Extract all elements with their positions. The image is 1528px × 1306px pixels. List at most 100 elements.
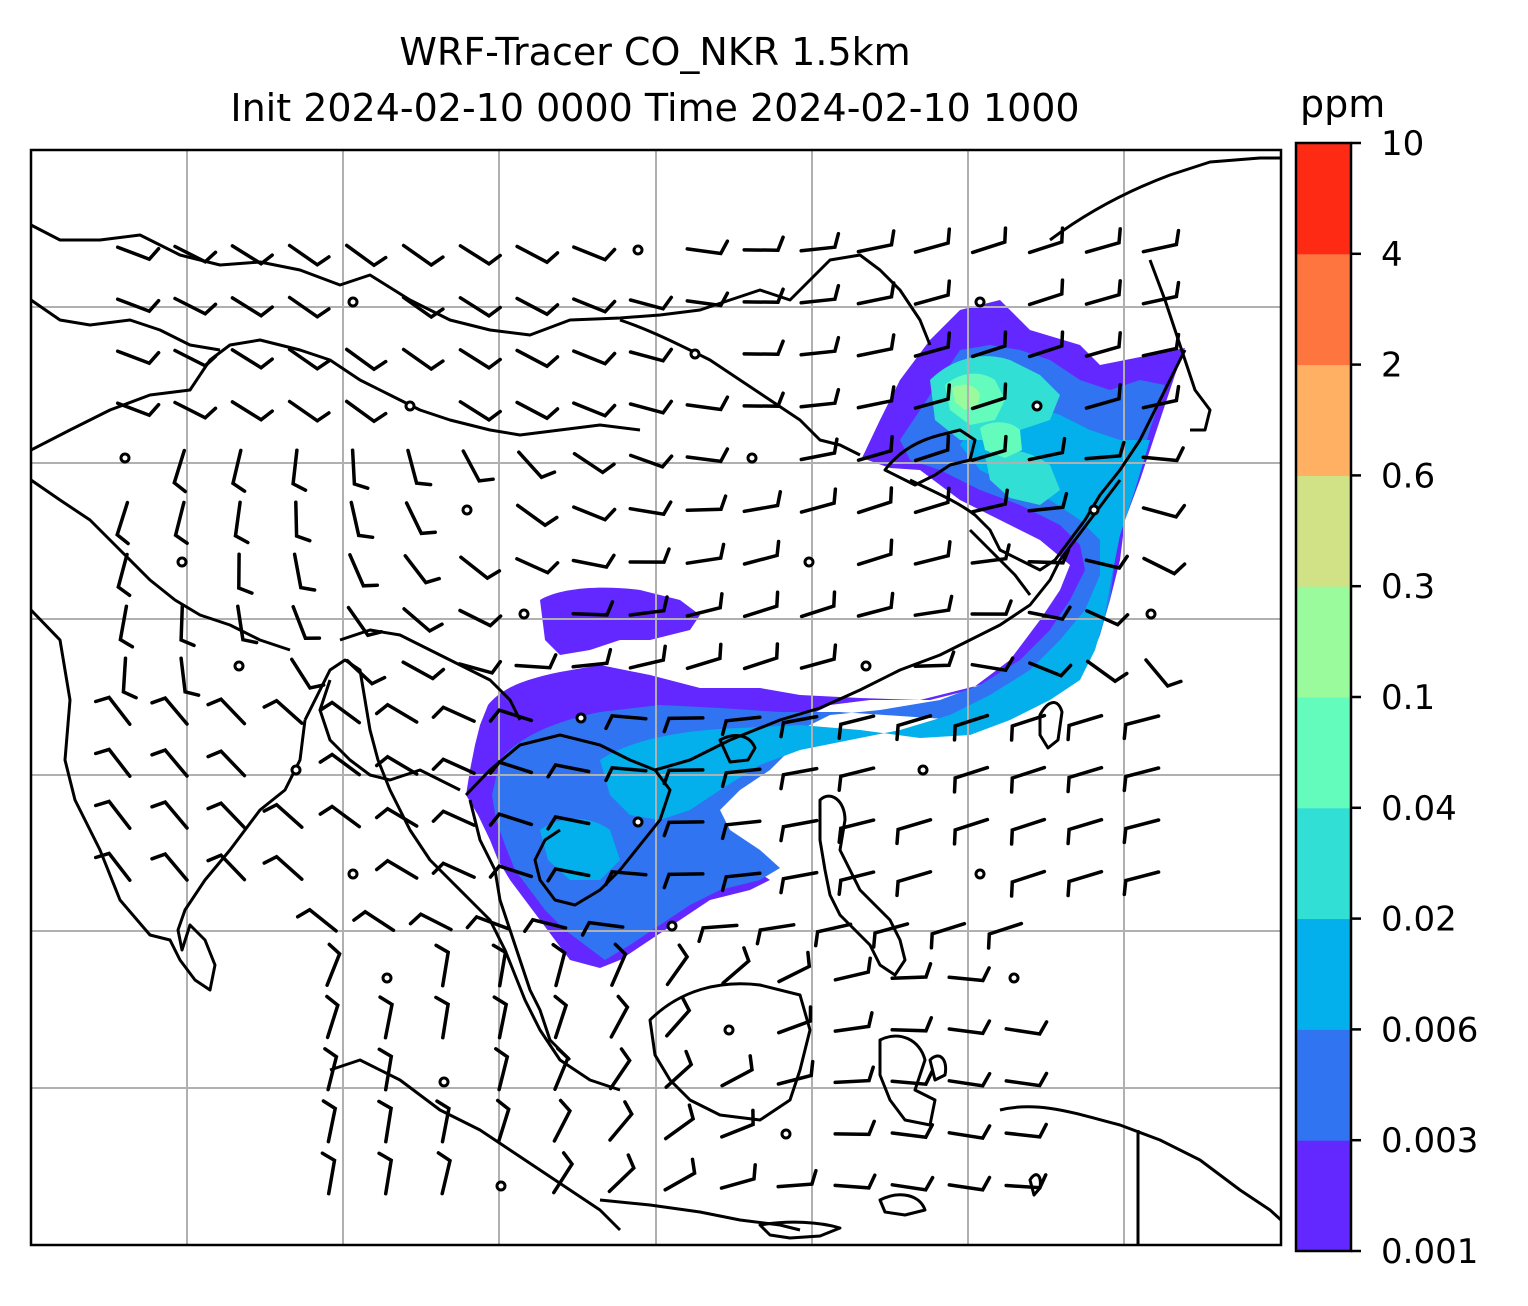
calm-wind-marker [917,764,929,776]
wind-barb [1004,1071,1049,1088]
wind-barb [150,696,189,726]
map-frame [29,148,1283,1247]
calm-wind-marker [632,816,644,828]
wind-barb [604,713,648,731]
wind-barb [377,1151,394,1196]
border-kazakh [31,298,221,352]
wind-barb [523,917,568,934]
wind-barb [345,658,387,686]
wind-barb [546,814,591,831]
calm-wind-marker [632,244,644,256]
wind-barb [970,226,1008,255]
wind-barb [890,1175,935,1192]
wind-barb [895,818,933,846]
wind-barb [436,1151,452,1196]
wind-barb [514,653,558,670]
wind-barb [628,399,674,415]
wind-barb [1004,1173,1048,1190]
wind-barb [1004,1122,1048,1139]
colorbar-segment [1296,586,1351,698]
wind-barb [515,296,560,317]
colorbar-segment [1296,697,1351,809]
wind-barb [572,245,617,262]
wind-barb [458,400,502,423]
coastline-indochina [464,733,672,907]
wind-barb [1027,491,1069,513]
wind-barb [742,490,783,514]
wind-barb [608,1047,632,1091]
calm-wind-marker [347,296,359,308]
wind-barb [662,768,705,786]
wind-barb [837,766,876,792]
wind-barbs [93,226,1187,1196]
wind-barb [833,1119,876,1137]
wind-barb [461,449,495,483]
wind-barb [890,1016,934,1033]
calm-wind-marker [746,452,758,464]
wind-barb [1009,713,1047,742]
wind-barb [173,348,218,368]
wind-barb [742,590,780,619]
wind-barb [434,943,451,988]
wind-barb [431,861,476,879]
coastline-south-china [654,479,1122,772]
colorbar-tick-label: 10 [1381,124,1424,164]
wind-barb [431,757,476,775]
wind-barb [495,1098,511,1144]
coastline-sumatra [329,1058,622,1232]
wind-barb [1141,446,1185,463]
coastline-misc-island-2 [928,1054,948,1082]
chart-title-line-1: WRF-Tracer CO_NKR 1.5km [399,30,911,74]
coastline-india [31,608,307,992]
calm-wind-marker [575,712,587,724]
wind-barb [206,749,247,778]
wind-barb [378,995,394,1040]
wind-barb [435,1099,451,1144]
wind-barb [833,1011,874,1033]
wind-barb [970,599,1013,616]
wind-barb [230,296,274,318]
wind-barb [628,500,673,517]
wind-barb [1009,765,1047,794]
wind-barb [546,762,591,779]
wind-barb [970,488,1009,514]
wind-barb [1122,818,1161,845]
wind-barb [628,547,671,564]
coastline-borneo [648,982,812,1122]
wind-barb [970,382,1008,411]
wind-barb [93,695,132,726]
coastline-bohai [883,428,977,487]
wind-barb [236,604,259,645]
wind-barb [374,754,419,776]
colorbar-tick-label: 0.02 [1381,900,1457,940]
calm-wind-marker [1088,504,1100,516]
wind-barb [1066,713,1104,742]
wind-barb [179,656,201,697]
wind-barb [1028,661,1073,678]
wind-barb [952,713,990,742]
wind-barb [1084,331,1122,358]
co-tracer-field [466,300,1185,968]
wind-barb [377,1047,394,1092]
wind-barb [517,450,557,480]
wind-barb [377,1099,394,1144]
coastline-philippines [818,794,907,977]
wind-barb [628,644,667,670]
coastline-java [599,1198,801,1232]
wind-barb [1027,278,1065,307]
wind-barb [402,607,444,634]
wind-barb [665,996,692,1038]
wind-barb [895,714,933,742]
wind-barb [1084,227,1122,254]
wind-barb [1027,330,1065,359]
wind-barb [685,239,730,256]
wind-barb [1009,869,1047,898]
wind-barb [779,870,819,895]
wind-barb [546,866,591,883]
wind-barb [856,435,894,462]
wind-barb [947,1019,992,1036]
wind-barb [458,244,502,267]
colorbar-tick-label: 2 [1381,346,1403,386]
calm-wind-marker [176,556,188,568]
wind-barb [799,487,838,514]
